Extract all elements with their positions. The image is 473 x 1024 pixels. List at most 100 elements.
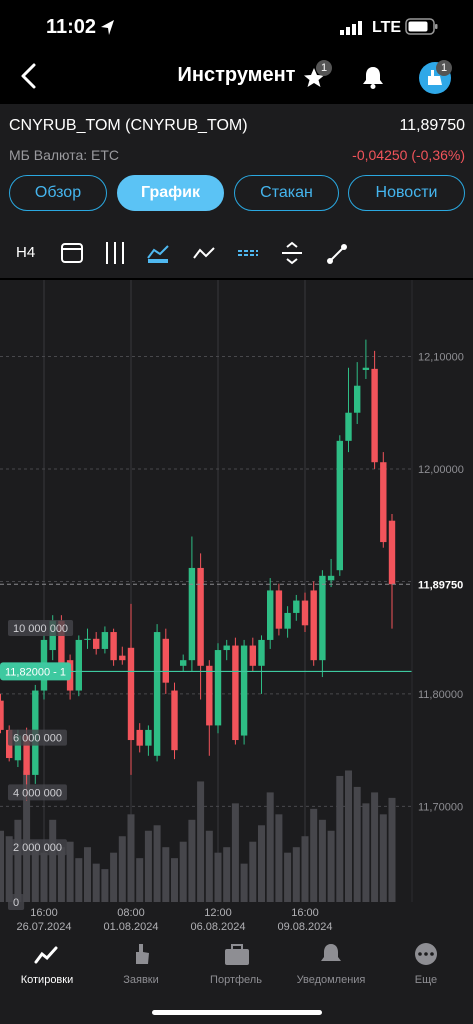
volume-bar	[301, 836, 309, 902]
volume-tick-label: 4 000 000	[13, 787, 62, 799]
volume-bar	[223, 847, 231, 902]
candle-body	[162, 638, 169, 683]
candle-body	[171, 690, 178, 751]
candle-body	[301, 600, 309, 626]
nav-item[interactable]: Еще	[414, 974, 438, 986]
volume-tick-bg	[8, 619, 74, 636]
screen-title: Инструмент	[177, 64, 296, 86]
last-price-bg	[414, 575, 472, 594]
volume-bar	[40, 852, 48, 902]
volume-bar	[75, 858, 83, 902]
back-button[interactable]	[18, 62, 42, 90]
candle-body	[284, 612, 291, 629]
candle-body	[23, 735, 30, 775]
volume-tick: 10 000 000	[8, 619, 74, 636]
candle-body	[327, 575, 335, 581]
volume-bar	[292, 847, 300, 902]
status-time: 11:02	[46, 16, 97, 38]
order-tag-bg	[0, 662, 71, 681]
indicator-icon[interactable]	[147, 245, 169, 263]
volume-tick-bg	[8, 729, 67, 746]
favorite-button[interactable]	[302, 66, 326, 90]
volume-tick-label: 2 000 000	[13, 842, 62, 854]
toolbar-icons	[61, 241, 347, 265]
trendline-icon[interactable]	[327, 244, 347, 264]
volume-tick-bg	[8, 894, 25, 910]
volume-bar	[49, 819, 57, 902]
nav-item[interactable]: Уведомления	[296, 974, 366, 986]
volume-bar	[162, 847, 170, 902]
volume-bar	[110, 852, 118, 902]
candle-body	[310, 590, 317, 661]
volume-bar	[205, 830, 213, 902]
x-tick-date: 09.08.2024	[277, 921, 332, 933]
y-tick-label: 11,80000	[418, 689, 463, 701]
signal-icon	[340, 21, 362, 35]
x-tick-date: 01.08.2024	[103, 921, 158, 933]
x-tick-time: 08:00	[117, 907, 145, 919]
lines-icon[interactable]	[238, 250, 258, 256]
candle-body	[136, 729, 143, 746]
nav-item[interactable]: Заявки	[123, 974, 159, 986]
compare-icon[interactable]	[193, 247, 215, 259]
candle-body	[127, 647, 135, 741]
candle-body	[188, 567, 196, 661]
candle-body	[293, 600, 300, 613]
candle-body	[249, 645, 256, 666]
volume-bar	[5, 836, 13, 902]
tab[interactable]: Обзор	[9, 175, 107, 211]
volume-bar	[118, 836, 126, 902]
volume-bar	[327, 830, 335, 902]
volume-bar	[84, 847, 91, 902]
last-price-label: 11,89750	[418, 579, 463, 591]
nav-item-active[interactable]: Котировки	[20, 974, 74, 986]
order-tag: 11,82000 - 1	[0, 662, 71, 681]
tab-active[interactable]: График	[117, 175, 224, 211]
nav-item[interactable]: Портфель	[210, 974, 262, 986]
candle-body	[206, 665, 213, 726]
order-label: 11,82000 - 1	[5, 666, 66, 678]
volume-bar	[14, 819, 22, 902]
volume-tick-label: 10 000 000	[13, 623, 68, 635]
volume-bar	[101, 869, 109, 902]
volume-bar	[214, 852, 222, 902]
candle-body	[267, 590, 274, 640]
profile-badge: 1	[436, 60, 452, 76]
volume-bar	[258, 825, 265, 902]
volume-bar	[136, 858, 144, 902]
candle-body	[232, 645, 239, 741]
x-tick-date: 06.08.2024	[190, 921, 245, 933]
tab[interactable]: Стакан	[234, 175, 339, 211]
volume-bar	[362, 803, 370, 902]
nav-icons	[34, 943, 437, 965]
volume-tick-bg	[8, 839, 67, 856]
volume-bar	[153, 825, 161, 902]
volume-tick: 0	[8, 894, 25, 910]
calendar-icon[interactable]	[61, 243, 83, 263]
candle-body	[371, 368, 378, 463]
instrument-change: -0,04250 (-0,36%)	[352, 147, 465, 163]
volume-bar	[197, 781, 205, 902]
volume-bar	[171, 858, 178, 902]
candle-body	[197, 567, 204, 666]
candle-body	[58, 620, 65, 666]
price-chart: 16:00 26.07.2024 08:00 01.08.2024 12:00 06.08…	[0, 280, 473, 934]
candle-body	[319, 575, 326, 661]
candle-body	[345, 412, 352, 441]
x-tick-date: 26.07.2024	[16, 921, 71, 933]
level-icon[interactable]	[282, 241, 302, 265]
tab[interactable]: Новости	[348, 175, 465, 211]
volume-bar	[388, 797, 396, 902]
location-icon	[101, 20, 114, 35]
timeframe-button[interactable]: H4	[16, 244, 36, 261]
volume-bar	[336, 775, 344, 902]
volume-bar	[231, 803, 239, 902]
candle-body	[93, 638, 100, 649]
notifications-button[interactable]	[360, 64, 386, 90]
volume-bar	[266, 792, 274, 902]
favorites-badge: 1	[316, 60, 332, 76]
network-type: LTE	[372, 19, 402, 36]
volume-bar	[240, 863, 248, 902]
volume-bar	[318, 819, 326, 902]
candle-icon[interactable]	[106, 242, 124, 264]
